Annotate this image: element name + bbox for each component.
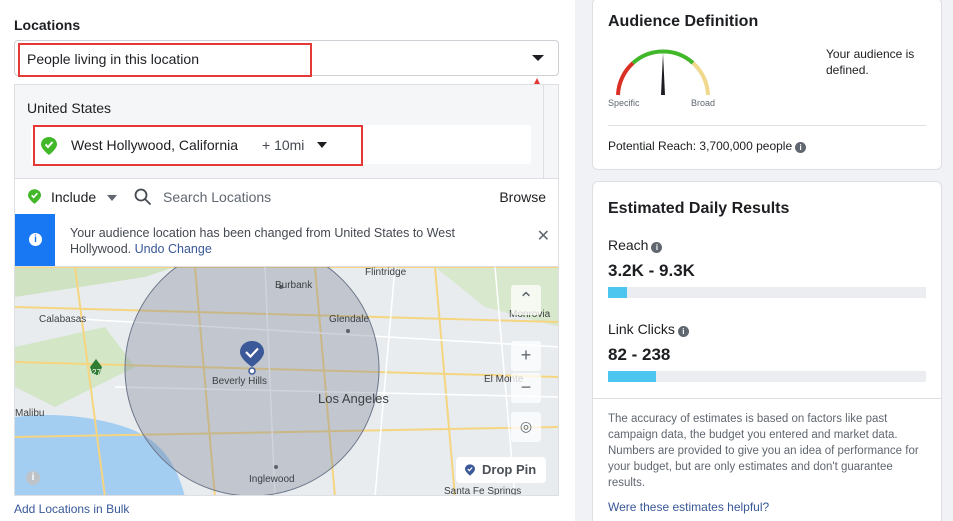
location-change-notice: i Your audience location has been change… — [14, 214, 559, 266]
highlight-box — [33, 125, 363, 166]
drop-pin-label: Drop Pin — [482, 462, 537, 477]
search-icon — [134, 188, 152, 206]
drop-pin-button[interactable]: Drop Pin — [456, 457, 546, 483]
location-radius[interactable]: + 10mi — [262, 137, 305, 153]
scrollbar[interactable] — [543, 85, 544, 179]
browse-button[interactable]: Browse — [499, 189, 546, 205]
gauge-broad-label: Broad — [691, 98, 716, 108]
divider — [608, 125, 926, 126]
zoom-in-icon[interactable]: + — [511, 341, 541, 371]
gauge-specific-label: Specific — [608, 98, 640, 108]
map-label-flintridge: Flintridge — [365, 267, 407, 278]
audience-gauge — [616, 49, 710, 96]
country-label: United States — [27, 100, 112, 116]
audience-status: Your audience is defined. — [826, 47, 915, 77]
notice-message: Your audience location has been changed … — [70, 225, 490, 257]
reach-bar — [608, 287, 926, 298]
caret-down-icon[interactable] — [532, 55, 544, 61]
highway-27-shield: 27 — [92, 368, 101, 377]
map-label-glendale: Glendale — [329, 314, 370, 325]
pin-icon — [465, 464, 475, 476]
info-icon[interactable]: i — [795, 142, 807, 153]
location-name: West Hollywood, California — [71, 137, 239, 153]
location-type-value: People living in this location — [27, 51, 199, 67]
map-label-calabasas: Calabasas — [39, 314, 87, 325]
audience-definition-title: Audience Definition — [608, 13, 759, 30]
info-icon: i — [29, 233, 42, 246]
link-clicks-label-text: Link Clicks — [608, 321, 675, 337]
location-type-select[interactable]: People living in this location — [14, 40, 559, 77]
selected-location-item[interactable]: West Hollywood, California + 10mi — [31, 125, 531, 166]
estimates-disclaimer: The accuracy of estimates is based on fa… — [608, 413, 919, 489]
map-info-icon[interactable]: i — [26, 471, 40, 485]
map-label-beverly-hills: Beverly Hills — [212, 376, 268, 387]
close-icon[interactable]: ✕ — [536, 228, 550, 245]
map-background — [15, 267, 558, 495]
estimates-sidebar: Audience Definition Specific Broad Your … — [575, 0, 953, 521]
reach-label: Reach i — [608, 237, 663, 253]
notice-text: Your audience location has been changed … — [70, 226, 455, 256]
estimated-results-title: Estimated Daily Results — [608, 200, 790, 217]
link-clicks-label: Link Clicks i — [608, 321, 689, 337]
map-label-burbank: Burbank — [275, 280, 313, 291]
radius-caret-icon[interactable] — [317, 142, 327, 148]
estimates-helpful-link[interactable]: Were these estimates helpful? — [608, 500, 770, 514]
include-pin-icon — [28, 189, 41, 204]
location-search-bar: Include Browse — [14, 178, 559, 214]
map-pan-up-icon[interactable]: ⌃ — [511, 285, 541, 315]
add-locations-bulk-link[interactable]: Add Locations in Bulk — [14, 502, 130, 516]
potential-reach-text: Potential Reach: 3,700,000 people — [608, 139, 793, 153]
zoom-out-icon[interactable]: − — [511, 373, 541, 403]
potential-reach: Potential Reach: 3,700,000 people i — [608, 139, 807, 153]
selected-locations-box: United States West Hollywood, California… — [14, 84, 559, 179]
reach-value: 3.2K - 9.3K — [608, 261, 695, 280]
map-label-malibu: Malibu — [15, 408, 45, 419]
undo-change-link[interactable]: Undo Change — [134, 242, 212, 256]
map-label-santa-fe-springs: Santa Fe Springs — [444, 486, 522, 496]
include-dropdown[interactable]: Include — [51, 189, 97, 205]
map-label-el-monte: El Monte — [484, 374, 524, 385]
reach-bar-fill — [608, 287, 628, 298]
locations-title: Locations — [14, 17, 81, 33]
map-label-los-angeles: Los Angeles — [318, 391, 389, 406]
estimated-results-card: Estimated Daily Results Reach i 3.2K - 9.… — [592, 181, 942, 521]
reach-label-text: Reach — [608, 237, 649, 253]
include-caret-icon[interactable] — [107, 195, 117, 201]
location-map[interactable]: Flintridge Calabasas Burbank Glendale Mo… — [14, 266, 559, 496]
divider — [593, 398, 941, 399]
recenter-icon[interactable]: ◎ — [511, 412, 541, 442]
search-locations-input[interactable] — [163, 187, 463, 207]
link-clicks-bar — [608, 371, 926, 382]
locations-panel: Locations People living in this location… — [14, 17, 559, 516]
audience-definition-card: Audience Definition Specific Broad Your … — [592, 0, 942, 170]
green-pin-check-icon — [41, 137, 57, 155]
link-clicks-bar-fill — [608, 371, 656, 382]
info-icon[interactable]: i — [651, 242, 663, 253]
link-clicks-value: 82 - 238 — [608, 345, 671, 364]
notice-info-strip: i — [15, 214, 55, 266]
highlight-box — [18, 43, 312, 77]
map-label-inglewood: Inglewood — [249, 474, 295, 485]
info-icon[interactable]: i — [677, 326, 689, 337]
